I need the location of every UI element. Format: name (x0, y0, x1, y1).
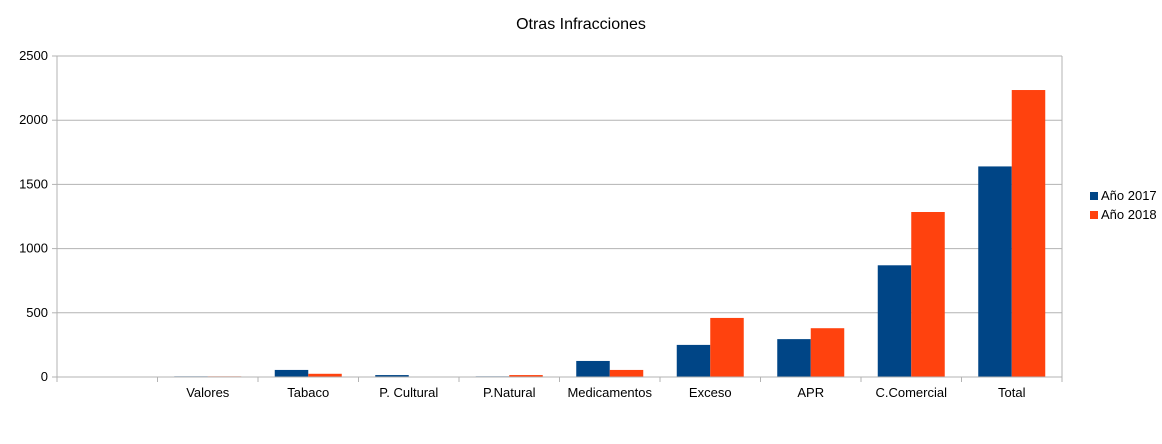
y-tick-label: 1500 (19, 176, 48, 191)
y-tick-label: 2000 (19, 112, 48, 127)
y-tick-label: 0 (41, 369, 48, 384)
legend-item-2017: Año 2017 (1090, 186, 1157, 205)
bar-2017 (676, 344, 711, 377)
x-tick-label: Medicamentos (567, 385, 652, 400)
legend-item-2018: Año 2018 (1090, 205, 1157, 224)
x-tick-label: Total (998, 385, 1026, 400)
bar-2018 (1011, 90, 1046, 377)
bar-2018 (911, 212, 945, 377)
chart-legend: Año 2017 Año 2018 (1090, 186, 1157, 224)
x-tick-label: P.Natural (483, 385, 536, 400)
x-tick-label: Exceso (689, 385, 732, 400)
legend-label-2017: Año 2017 (1101, 188, 1157, 203)
y-tick-label: 500 (26, 305, 48, 320)
legend-swatch-2018 (1090, 210, 1098, 219)
bar-2017 (877, 265, 912, 377)
x-tick-label: C.Comercial (875, 385, 947, 400)
bar-2017 (274, 369, 309, 377)
bar-2018 (609, 369, 644, 377)
x-tick-label: P. Cultural (379, 385, 438, 400)
y-tick-label: 1000 (19, 241, 48, 256)
bar-2018 (509, 375, 543, 377)
x-tick-label: Valores (186, 385, 230, 400)
bar-2017 (576, 360, 610, 377)
bar-2018 (710, 317, 744, 377)
x-tick-label: APR (797, 385, 824, 400)
bar-2017 (375, 375, 409, 377)
bar-2018 (810, 328, 845, 377)
chart-title: Otras Infracciones (516, 16, 646, 33)
bar-2018 (308, 373, 342, 377)
legend-label-2018: Año 2018 (1101, 207, 1157, 222)
y-tick-label: 2500 (19, 48, 48, 63)
bar-2017 (978, 166, 1012, 377)
x-tick-label: Tabaco (287, 385, 329, 400)
bar-2017 (777, 339, 811, 377)
legend-swatch-2017 (1090, 191, 1098, 200)
